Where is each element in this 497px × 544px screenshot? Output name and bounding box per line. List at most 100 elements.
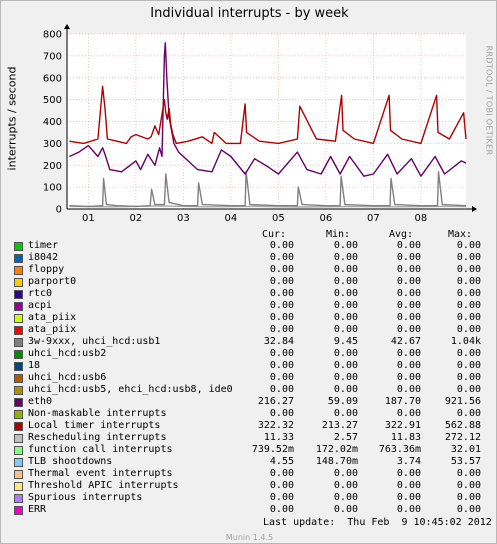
legend-value-avg: 187.70	[384, 396, 421, 407]
legend-label: uhci_hcd:usb5, ehci_hcd:usb8, ide0	[28, 384, 233, 395]
legend-label: parport0	[28, 276, 77, 287]
legend-value-cur: 11.33	[263, 432, 294, 443]
legend-swatch	[14, 302, 23, 311]
legend-value-max: 272.12	[444, 432, 481, 443]
legend-row: acpi 0.00 0.00 0.00 0.00	[14, 300, 494, 312]
y-tick-label: 200	[43, 161, 62, 172]
legend-value-cur: 0.00	[269, 468, 294, 479]
last-update: Last update: Thu Feb 9 10:45:02 2012	[263, 517, 492, 528]
legend-value-min: 2.57	[333, 432, 358, 443]
legend-value-avg: 0.00	[396, 348, 421, 359]
legend-label: eth0	[28, 396, 53, 407]
legend-value-avg: 0.00	[396, 372, 421, 383]
x-tick-label: 01	[82, 213, 95, 224]
legend-value-avg: 0.00	[396, 480, 421, 491]
legend-value-cur: 739.52m	[251, 444, 294, 455]
y-tick-label: 400	[43, 117, 62, 128]
legend-header-cur: Cur:	[262, 229, 287, 240]
y-tick-label: 300	[43, 139, 62, 150]
legend-row: uhci_hcd:usb2 0.00 0.00 0.00 0.00	[14, 348, 494, 360]
legend-label: TLB shootdowns	[28, 456, 113, 467]
legend-label: 18	[28, 360, 41, 371]
legend-value-avg: 0.00	[396, 288, 421, 299]
legend-value-max: 0.00	[456, 384, 481, 395]
legend-label: Threshold APIC interrupts	[28, 480, 179, 491]
legend-swatch	[14, 506, 23, 515]
legend-row: Non-maskable interrupts 0.00 0.00 0.00 0.00	[14, 408, 494, 420]
legend-value-max: 0.00	[456, 360, 481, 371]
legend-label: rtc0	[28, 288, 53, 299]
legend-row: 18 0.00 0.00 0.00 0.00	[14, 360, 494, 372]
legend-value-avg: 763.36m	[378, 444, 421, 455]
x-tick-label: 06	[320, 213, 333, 224]
legend-swatch	[14, 422, 23, 431]
legend-row: rtc0 0.00 0.00 0.00 0.00	[14, 288, 494, 300]
legend-value-max: 0.00	[456, 348, 481, 359]
legend-swatch	[14, 386, 23, 395]
legend-value-min: 0.00	[333, 360, 358, 371]
x-tick-label: 07	[367, 213, 380, 224]
legend-value-avg: 322.91	[384, 420, 421, 431]
x-tick-label: 03	[177, 213, 190, 224]
legend-value-max: 0.00	[456, 252, 481, 263]
legend-swatch	[14, 398, 23, 407]
legend-swatch	[14, 254, 23, 263]
legend-value-min: 0.00	[333, 384, 358, 395]
legend-value-avg: 0.00	[396, 240, 421, 251]
legend-label: ERR	[28, 504, 47, 515]
legend-value-avg: 3.74	[396, 456, 421, 467]
legend-label: Local timer interrupts	[28, 420, 161, 431]
legend-value-min: 0.00	[333, 300, 358, 311]
y-tick-label: 600	[43, 73, 62, 84]
legend-value-max: 0.00	[456, 324, 481, 335]
legend-value-avg: 0.00	[396, 264, 421, 275]
legend-swatch	[14, 458, 23, 467]
legend-value-max: 53.57	[450, 456, 481, 467]
legend-swatch	[14, 470, 23, 479]
legend-value-cur: 0.00	[269, 288, 294, 299]
legend-row: 3w-9xxx, uhci_hcd:usb1 32.84 9.45 42.67 1.04…	[14, 336, 494, 348]
legend-value-avg: 0.00	[396, 252, 421, 263]
legend-value-cur: 4.55	[269, 456, 294, 467]
legend-row: ata_piix 0.00 0.00 0.00 0.00	[14, 312, 494, 324]
legend-header-max: Max:	[448, 229, 473, 240]
legend-value-min: 0.00	[333, 468, 358, 479]
chart-title: Individual interrupts - by week	[150, 6, 349, 21]
legend-row: Spurious interrupts 0.00 0.00 0.00 0.00	[14, 492, 494, 504]
legend-value-min: 0.00	[333, 288, 358, 299]
chart-plot: 0 100 200 300 400 500 600 700 800 01 02 03 04 05 06 07 0…	[43, 24, 477, 224]
legend-swatch	[14, 482, 23, 491]
legend-label: function call interrupts	[28, 444, 173, 455]
legend-swatch	[14, 338, 23, 347]
legend-value-max: 0.00	[456, 480, 481, 491]
legend-label: timer	[28, 240, 59, 251]
legend-label: ata_piix	[28, 324, 77, 335]
legend-value-cur: 0.00	[269, 360, 294, 371]
legend-value-avg: 0.00	[396, 384, 421, 395]
legend-row: uhci_hcd:usb5, ehci_hcd:usb8, ide0 0.00 0.…	[14, 384, 494, 396]
legend-label: acpi	[28, 300, 53, 311]
legend-swatch	[14, 434, 23, 443]
legend-value-avg: 42.67	[390, 336, 421, 347]
legend-value-max: 0.00	[456, 492, 481, 503]
legend-value-avg: 0.00	[396, 300, 421, 311]
y-tick-label: 800	[43, 30, 62, 41]
legend-value-min: 9.45	[333, 336, 358, 347]
x-tick-label: 04	[225, 213, 238, 224]
legend-value-cur: 0.00	[269, 252, 294, 263]
legend-value-max: 0.00	[456, 372, 481, 383]
legend-value-max: 0.00	[456, 504, 481, 515]
y-tick-label: 700	[43, 51, 62, 62]
legend-value-cur: 32.84	[263, 336, 294, 347]
legend-value-cur: 0.00	[269, 492, 294, 503]
series-line	[69, 85, 467, 145]
legend-row: Local timer interrupts 322.32 213.27 322.91…	[14, 420, 494, 432]
legend-value-min: 213.27	[321, 420, 358, 431]
legend-value-min: 0.00	[333, 348, 358, 359]
legend-swatch	[14, 494, 23, 503]
x-tick-label: 08	[415, 213, 428, 224]
legend-row: function call interrupts 739.52m 172.02m 76…	[14, 444, 494, 456]
legend-label: floppy	[28, 264, 65, 275]
legend-value-min: 0.00	[333, 252, 358, 263]
